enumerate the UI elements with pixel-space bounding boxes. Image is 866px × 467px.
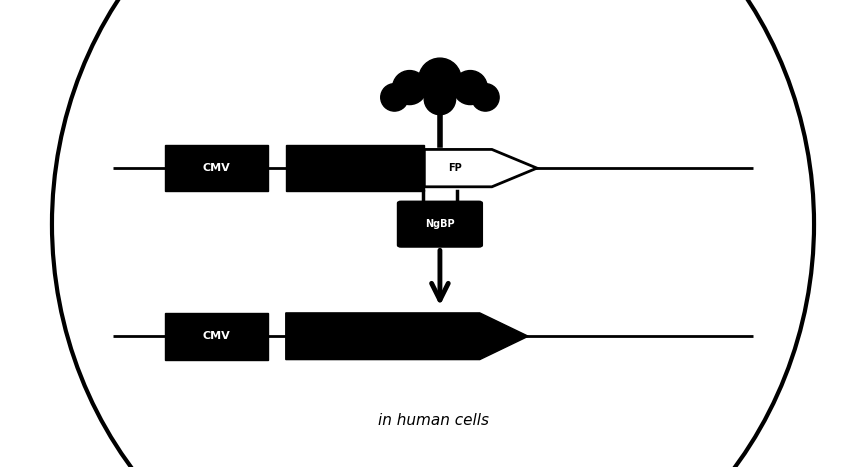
Bar [286,145,424,191]
Ellipse shape [418,58,462,101]
Polygon shape [286,313,528,360]
Polygon shape [424,149,537,187]
Text: FP: FP [448,163,462,173]
Text: NgBP: NgBP [425,219,455,229]
Bar [165,145,268,191]
Ellipse shape [472,84,499,111]
Ellipse shape [381,84,408,111]
Text: CMV: CMV [203,331,230,341]
Text: in human cells: in human cells [378,413,488,428]
Text: CMV: CMV [203,163,230,173]
Bar [165,313,268,360]
Ellipse shape [392,71,427,105]
FancyBboxPatch shape [397,201,482,247]
Ellipse shape [453,71,488,105]
Ellipse shape [424,83,456,115]
